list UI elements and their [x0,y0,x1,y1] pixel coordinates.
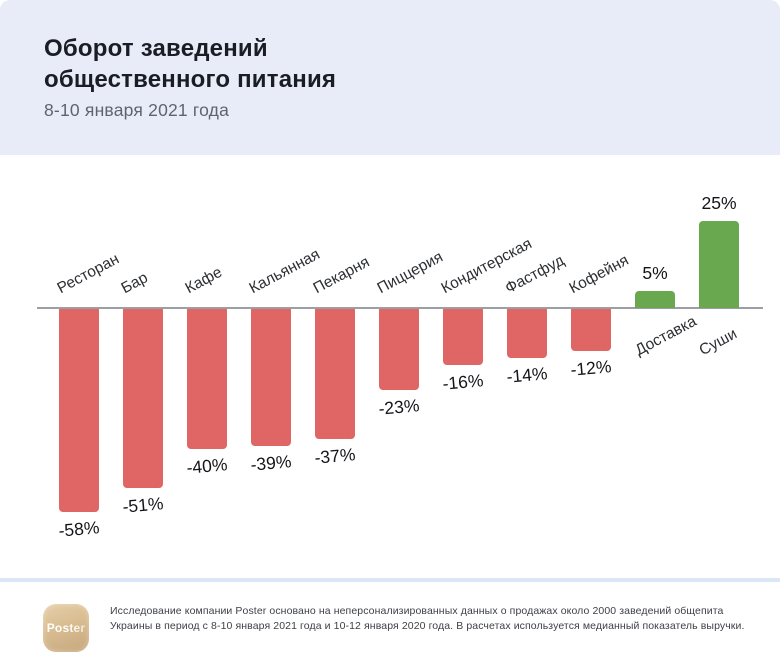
page-title: Оборот заведений общественного питания [44,35,337,93]
category-label-9: Кофейня [566,251,632,298]
bar-6 [379,309,419,390]
page-subtitle: 8-10 января 2021 года [44,100,230,120]
bar-8 [507,309,547,358]
bar-2 [123,309,163,488]
footer-note: Исследование компании Poster основано на… [110,605,745,632]
category-label-3: Кафе [182,263,225,298]
poster-logo: Poster [43,604,89,652]
bar-11 [699,220,739,308]
value-label-11: 25% [701,192,737,213]
bar-chart: Ресторан -58% Бар -51% Кафе -40% Кальянная -39%… [0,155,780,578]
category-label-10: Доставка [632,312,700,360]
bar-10 [635,290,675,308]
footer: Poster Исследование компании Poster осно… [0,582,780,664]
category-label-1: Ресторан [54,250,123,298]
bar-5 [315,309,355,439]
value-label-9: -12% [569,356,613,380]
category-label-6: Пиццерия [374,248,446,298]
bar-9 [571,309,611,351]
category-label-2: Бар [118,269,151,298]
value-label-8: -14% [505,363,549,387]
bar-7 [443,309,483,365]
footer-separator [0,578,780,582]
bar-3 [187,309,227,449]
value-label-4: -39% [249,450,293,475]
value-label-5: -37% [313,443,357,468]
header: Оборот заведений общественного питания 8… [0,0,780,155]
bar-1 [59,309,99,512]
x-axis-line [37,307,763,309]
value-label-7: -16% [441,370,485,394]
value-label-2: -51% [121,492,165,517]
category-label-4: Кальянная [246,245,323,298]
value-label-6: -23% [377,394,421,419]
bar-4 [251,309,291,446]
value-label-3: -40% [185,454,229,478]
value-label-10: 5% [642,262,668,283]
poster-logo-label: Poster [46,621,86,635]
value-label-1: -58% [57,517,101,541]
category-label-11: Суши [696,325,740,360]
